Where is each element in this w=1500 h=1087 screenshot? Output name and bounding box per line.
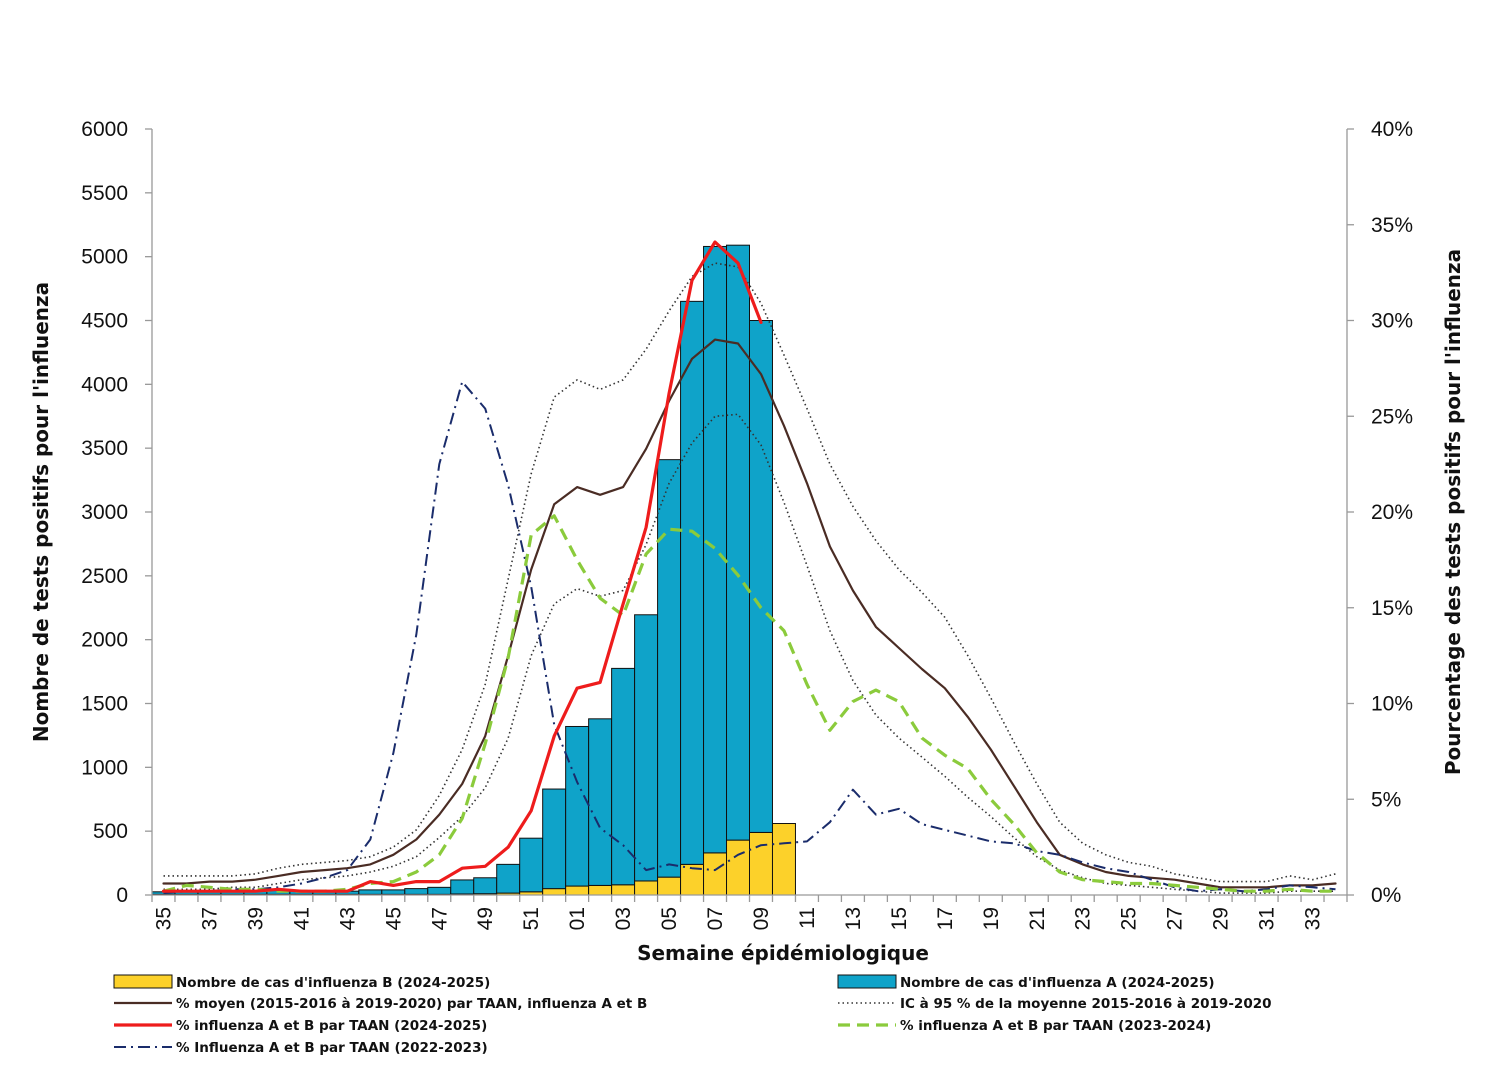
bar-influenza-b: [565, 885, 590, 896]
bar-influenza-a: [611, 667, 636, 886]
x-tick-label: 01: [566, 907, 589, 930]
x-tick-label: 09: [750, 907, 773, 930]
x-tick-label: 39: [244, 907, 267, 930]
axes-layer: 0 500 1000 1500 2000 2500 3000 3500 4000 4500 5000…: [81, 118, 1413, 930]
line-2022-2023: [163, 380, 1336, 895]
bar-influenza-a: [381, 889, 406, 895]
lines-layer: [161, 240, 1337, 895]
left-tick-label: 2500: [81, 565, 128, 588]
right-tick-label: 35%: [1371, 214, 1413, 237]
x-tick-label: 05: [658, 907, 681, 930]
bar-influenza-a: [473, 877, 498, 895]
legend-influenza-b-label: Nombre de cas d'influenza B (2024-2025): [176, 975, 490, 991]
x-tick-label: 51: [520, 907, 543, 930]
x-tick-label: 07: [704, 907, 727, 930]
x-tick-label: 33: [1302, 907, 1325, 930]
x-tick-label: 27: [1164, 907, 1187, 930]
right-tick-label: 25%: [1371, 405, 1413, 428]
legend-influenza-b-swatch: [113, 974, 173, 989]
x-tick-label: 41: [290, 907, 313, 930]
x-tick-label: 23: [1072, 907, 1095, 930]
left-tick-label: 1000: [81, 756, 128, 779]
bar-influenza-a: [657, 459, 682, 878]
left-tick-label: 6000: [81, 118, 128, 141]
x-tick-label: 25: [1118, 907, 1141, 930]
right-tick-label: 20%: [1371, 501, 1413, 524]
bar-influenza-a: [404, 888, 429, 895]
left-tick-label: 4500: [81, 310, 128, 333]
left-axis-title: Nombre de tests positifs pour l'influenz…: [29, 282, 53, 742]
right-tick-label: 30%: [1371, 310, 1413, 333]
legend-influenza-a-swatch: [837, 974, 897, 989]
bar-influenza-a: [542, 788, 567, 890]
line-2024-2025: [161, 240, 763, 893]
right-tick-label: 10%: [1371, 693, 1413, 716]
bar-influenza-a: [450, 879, 475, 895]
right-tick-label: 15%: [1371, 597, 1413, 620]
x-tick-label: 47: [428, 907, 451, 930]
bar-influenza-b: [749, 831, 773, 896]
x-tick-label: 31: [1256, 907, 1279, 930]
left-tick-label: 0: [116, 884, 128, 907]
right-axis-title: Pourcentage des tests positifs pour l'in…: [1441, 249, 1465, 775]
bar-influenza-a: [634, 614, 659, 882]
line-ci-upper: [163, 262, 1336, 883]
left-tick-label: 5000: [81, 246, 128, 269]
bar-influenza-a: [496, 863, 521, 894]
bar-influenza-b: [771, 823, 796, 896]
bar-influenza-b: [542, 888, 567, 896]
x-tick-label: 11: [796, 907, 819, 929]
bar-influenza-a: [680, 300, 705, 865]
bar-influenza-b: [657, 876, 682, 896]
x-tick-label: 49: [474, 907, 497, 930]
right-tick-label: 40%: [1371, 118, 1413, 141]
bar-influenza-b: [588, 884, 613, 896]
x-tick-label: 13: [842, 907, 865, 930]
x-tick-label: 03: [612, 907, 635, 930]
legend-2022-2023-label: % Influenza A et B par TAAN (2022-2023): [176, 1040, 488, 1056]
x-tick-label: 35: [152, 907, 175, 930]
x-tick-label: 21: [1026, 907, 1049, 930]
legend: Nombre de cas d'influenza B (2024-2025) N…: [113, 974, 1272, 1056]
bar-influenza-a: [519, 837, 544, 893]
right-tick-label: 0%: [1371, 884, 1401, 907]
x-tick-label: 37: [198, 907, 221, 930]
left-tick-label: 5500: [81, 182, 128, 205]
bar-influenza-a: [726, 244, 750, 841]
left-tick-label: 4000: [81, 373, 128, 396]
x-tick-label: 29: [1210, 907, 1233, 930]
left-tick-label: 500: [93, 820, 128, 843]
bar-influenza-b: [611, 884, 636, 896]
legend-ci-label: IC à 95 % de la moyenne 2015-2016 à 2019…: [900, 996, 1272, 1012]
legend-influenza-a-label: Nombre de cas d'influenza A (2024-2025): [900, 975, 1215, 991]
x-axis-title: Semaine épidémiologique: [637, 941, 929, 965]
bar-influenza-a: [749, 320, 773, 833]
bar-influenza-a: [588, 718, 613, 886]
bar-influenza-a: [703, 245, 728, 854]
x-tick-label: 19: [980, 907, 1003, 930]
x-tick-label: 43: [336, 907, 359, 930]
legend-2023-2024-label: % influenza A et B par TAAN (2023-2024): [900, 1018, 1211, 1034]
bar-influenza-a: [427, 886, 452, 895]
x-tick-label: 15: [888, 907, 911, 930]
left-tick-label: 3500: [81, 437, 128, 460]
left-tick-label: 1500: [81, 693, 128, 716]
bar-influenza-a: [358, 889, 383, 895]
legend-mean-label: % moyen (2015-2016 à 2019-2020) par TAAN…: [176, 996, 647, 1012]
bars-layer: [151, 244, 796, 896]
right-tick-label: 5%: [1371, 788, 1401, 811]
bar-influenza-b: [726, 839, 750, 896]
bar-influenza-b: [703, 852, 728, 896]
bar-influenza-a: [565, 725, 590, 887]
x-tick-label: 45: [382, 907, 405, 930]
left-tick-label: 2000: [81, 629, 128, 652]
x-tick-label: 17: [934, 907, 957, 930]
legend-2024-2025-label: % influenza A et B par TAAN (2024-2025): [176, 1018, 487, 1034]
left-tick-label: 3000: [81, 501, 128, 524]
bar-influenza-b: [634, 880, 659, 896]
